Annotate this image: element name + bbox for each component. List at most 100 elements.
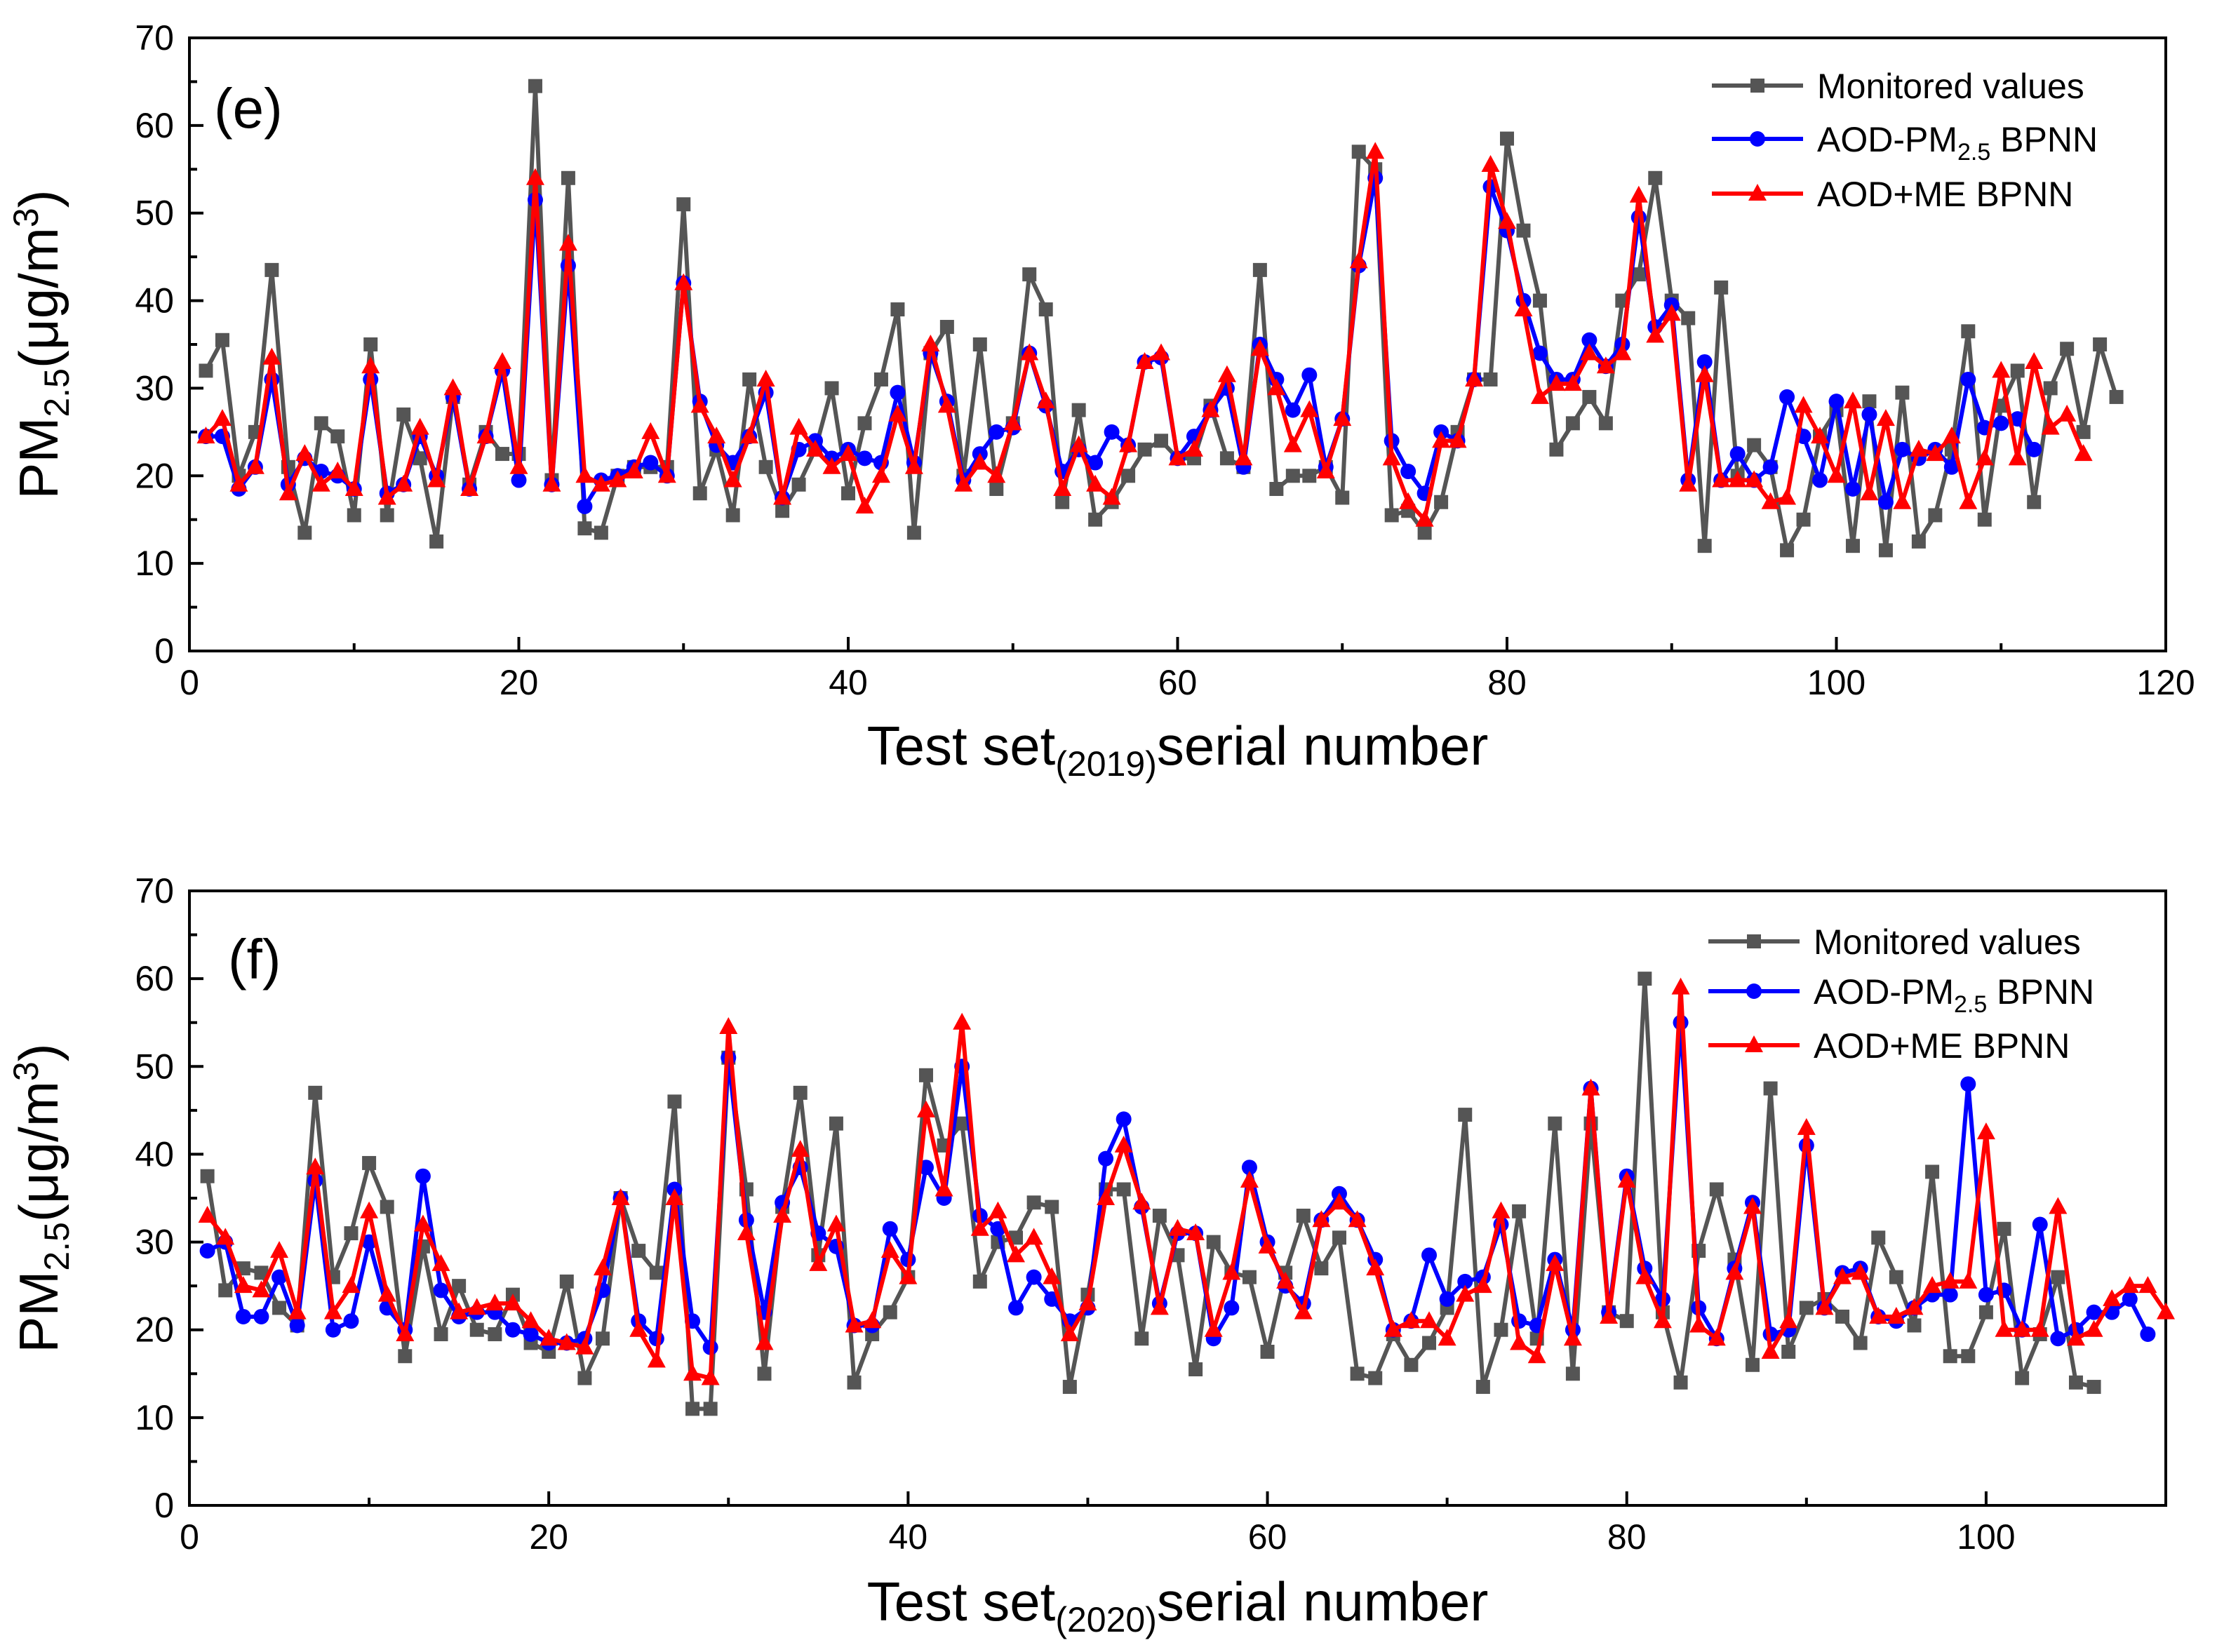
- data-point: [575, 466, 594, 483]
- data-point: [703, 1402, 718, 1416]
- data-point: [806, 439, 825, 457]
- x-tick-label: 120: [2136, 663, 2195, 702]
- y-axis-label-sub: 2.5: [37, 1222, 76, 1271]
- data-point: [1168, 1218, 1187, 1236]
- data-point: [1547, 374, 1566, 391]
- data-point: [410, 417, 429, 435]
- y-axis-label-pm: PM: [8, 1271, 69, 1353]
- data-point: [1206, 1235, 1221, 1249]
- data-point: [1415, 509, 1434, 527]
- data-point: [1045, 1200, 1059, 1214]
- data-point: [954, 474, 973, 492]
- data-point: [829, 1116, 843, 1131]
- data-point: [362, 1155, 377, 1170]
- data-point: [1121, 469, 1136, 483]
- data-point: [791, 1140, 810, 1157]
- data-point: [1714, 280, 1729, 295]
- legend-marker: [1745, 1035, 1763, 1052]
- data-point: [1975, 448, 1994, 466]
- data-point: [1959, 492, 1978, 509]
- data-point: [2086, 1304, 2102, 1320]
- legend-marker: [1750, 79, 1764, 93]
- data-point: [1797, 1117, 1816, 1135]
- data-point: [1697, 539, 1712, 553]
- data-point: [1116, 1182, 1131, 1197]
- data-point: [1003, 413, 1022, 431]
- data-point: [989, 424, 1005, 440]
- data-point: [1102, 488, 1121, 505]
- data-point: [1152, 343, 1171, 361]
- legend-label-post: BPNN: [1990, 120, 2098, 159]
- data-point: [742, 372, 757, 387]
- data-point: [719, 1016, 738, 1034]
- legend-item: Monitored values: [1712, 67, 2084, 106]
- data-point: [215, 333, 229, 347]
- data-point: [295, 444, 314, 462]
- data-point: [1294, 1302, 1313, 1319]
- data-point: [1098, 1150, 1114, 1167]
- data-point: [1943, 459, 1960, 475]
- data-point: [916, 1100, 935, 1117]
- data-point: [495, 447, 510, 462]
- data-point: [344, 1226, 359, 1241]
- data-point: [2140, 1326, 2156, 1342]
- legend-label: AOD+ME BPNN: [1814, 1026, 2070, 1066]
- data-point: [1332, 1230, 1346, 1245]
- data-point: [525, 168, 544, 185]
- data-point: [1404, 1357, 1419, 1372]
- data-point: [398, 1349, 413, 1364]
- data-point: [1707, 1329, 1726, 1346]
- data-point: [561, 170, 575, 185]
- data-point: [200, 1169, 215, 1183]
- data-point: [1598, 416, 1613, 431]
- data-point: [1152, 1209, 1167, 1223]
- y-tick-label: 70: [135, 18, 174, 58]
- data-point: [1600, 1306, 1619, 1324]
- data-point: [1465, 369, 1484, 387]
- data-point: [1296, 1209, 1311, 1223]
- data-point: [2008, 448, 2027, 466]
- data-point: [1673, 1375, 1688, 1390]
- x-axis-label-sub: (2020): [1055, 1600, 1157, 1639]
- data-point: [1617, 1170, 1636, 1188]
- data-point: [396, 407, 411, 422]
- data-point: [2120, 1276, 2139, 1294]
- data-point: [665, 1188, 684, 1205]
- data-point: [1926, 444, 1945, 462]
- y-axis-label-close: ): [8, 189, 69, 208]
- data-point: [1889, 1270, 1903, 1284]
- data-point: [289, 1317, 305, 1334]
- legend-label-text: AOD+ME BPNN: [1817, 175, 2073, 214]
- data-point: [1333, 409, 1352, 427]
- y-tick-label: 40: [135, 1134, 174, 1174]
- data-point: [1941, 1271, 1960, 1289]
- data-point: [1071, 403, 1086, 417]
- data-point: [1977, 512, 1992, 527]
- data-point: [328, 462, 347, 479]
- chart-panel-e: 0 20 40 60 80 100 120 0 10 20 30 40 50 60 70 Test set(2…: [6, 18, 2195, 784]
- legend-item: Monitored values: [1708, 922, 2081, 962]
- data-point: [1877, 494, 1894, 510]
- data-point: [575, 1337, 594, 1355]
- legend-label-text: AOD+ME BPNN: [1814, 1026, 2070, 1066]
- data-point: [1316, 462, 1335, 479]
- data-point: [1532, 293, 1547, 308]
- data-point: [1648, 170, 1663, 185]
- y-axis-label-unit: (μg/m: [8, 1081, 69, 1222]
- data-point: [1978, 1287, 1994, 1303]
- data-point: [2074, 444, 2093, 462]
- data-point: [577, 498, 593, 514]
- data-point: [1631, 267, 1646, 282]
- data-point: [1923, 1276, 1942, 1294]
- x-tick-label: 60: [1158, 663, 1198, 702]
- data-point: [972, 337, 987, 351]
- data-point: [1779, 1311, 1798, 1329]
- data-point: [1516, 223, 1531, 238]
- data-point: [1457, 1273, 1473, 1289]
- data-point: [826, 1214, 845, 1232]
- data-point: [1546, 1254, 1565, 1271]
- legend-label: AOD+ME BPNN: [1817, 175, 2073, 214]
- data-point: [2027, 495, 2042, 509]
- data-point: [1928, 508, 1943, 523]
- data-point: [863, 1311, 882, 1329]
